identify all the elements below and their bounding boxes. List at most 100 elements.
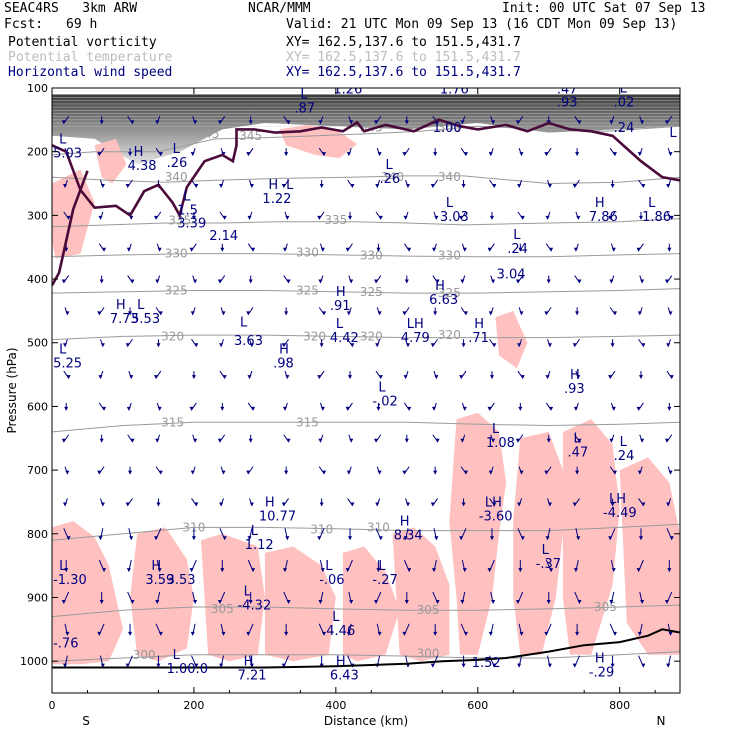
org-label: NCAR/MMM xyxy=(248,1,311,16)
wind-arrow-head xyxy=(544,631,549,636)
x-axis-title: Distance (km) xyxy=(324,714,408,728)
theta-label-320: 320 xyxy=(161,329,184,343)
wind-arrow-head xyxy=(519,631,524,636)
wind-arrow-head xyxy=(62,502,67,507)
wind-arrow-head xyxy=(282,247,287,252)
wind-arrow-head xyxy=(155,599,160,604)
wind-arrow-head xyxy=(247,375,252,380)
wind-arrow-head xyxy=(609,120,614,125)
hl-value: .26 xyxy=(380,172,401,187)
hl-value: 4.38 xyxy=(128,159,157,174)
wind-arrow-head xyxy=(573,247,578,252)
wind-arrow-head xyxy=(318,120,323,125)
hl-value: -.37 xyxy=(536,557,561,572)
wind-arrow-head xyxy=(669,215,674,220)
wind-arrow-head xyxy=(430,663,435,668)
wind-arrow-head xyxy=(345,247,350,252)
hl-letter: L xyxy=(173,142,181,157)
wind-arrow-head xyxy=(128,152,133,157)
wind-arrow-head xyxy=(434,375,439,380)
fcst-value: 69 h xyxy=(66,17,98,32)
wind-arrow-head xyxy=(641,502,646,507)
hl-value: -.02 xyxy=(372,395,397,410)
wind-arrow-head xyxy=(286,599,291,604)
x-end-label-right: N xyxy=(657,714,666,728)
axes: 100 200 300 400 500 600 700 800 900 1000 0 200 400 60… xyxy=(5,82,681,728)
wind-arrow-head xyxy=(284,470,289,475)
valid-label: Valid: 21 UTC Mon 09 Sep 13 (16 CDT Mon … xyxy=(286,17,678,32)
hl-letter: L xyxy=(173,648,181,663)
theta-contour-340 xyxy=(52,175,680,185)
wind-arrow-head xyxy=(221,631,226,636)
wind-arrow-head xyxy=(193,438,198,443)
hl-value: -3.60 xyxy=(479,509,513,524)
theta-label-330: 330 xyxy=(165,247,188,261)
wind-arrow-head xyxy=(102,247,107,252)
wind-arrow-head xyxy=(246,152,251,157)
wind-arrow-head xyxy=(247,215,252,220)
wind-arrow-head xyxy=(129,375,134,380)
wind-arrow-head xyxy=(544,311,549,316)
hl-value: 1.52 xyxy=(472,656,501,671)
wind-arrow-head xyxy=(488,470,493,475)
wind-arrow-head xyxy=(492,502,497,507)
hl-value: 4.42 xyxy=(330,331,359,346)
wind-arrow-head xyxy=(126,247,131,252)
wind-arrow-head xyxy=(281,663,286,668)
wind-arrow-head xyxy=(126,406,131,411)
wind-arrow-head xyxy=(348,375,353,380)
wind-arrow-head xyxy=(350,184,355,189)
wind-arrow-head xyxy=(573,406,578,411)
wind-arrow-head xyxy=(285,536,290,541)
wind-arrow-head xyxy=(348,215,353,220)
field-theta-xy: XY= 162.5,137.6 to 151.5,431.7 xyxy=(286,50,521,65)
wind-arrow-head xyxy=(349,120,354,125)
hl-letter: L xyxy=(648,196,656,211)
wind-arrow-head xyxy=(222,375,227,380)
wind-arrow-head xyxy=(156,663,161,668)
wind-arrow-head xyxy=(100,343,105,348)
y-tick-label: 300 xyxy=(27,209,48,222)
wind-arrow-head xyxy=(463,470,468,475)
y-tick-label: 900 xyxy=(27,591,48,604)
theta-label-330: 330 xyxy=(296,245,319,259)
wind-arrow-head xyxy=(487,247,492,252)
wind-arrow-head xyxy=(545,215,550,220)
wind-arrow-head xyxy=(65,311,70,316)
wind-shading-7 xyxy=(264,546,336,662)
wind-arrow-head xyxy=(66,375,71,380)
wind-arrow-head xyxy=(193,279,198,284)
wind-arrow-head xyxy=(433,152,438,157)
wind-arrow-head xyxy=(406,184,411,189)
wind-arrow-head xyxy=(489,215,494,220)
wind-arrow-head xyxy=(349,438,354,443)
wind-arrow-head xyxy=(125,663,130,668)
wind-arrow-head xyxy=(99,279,104,284)
wind-arrow-head xyxy=(217,599,222,604)
wind-arrow-head xyxy=(461,343,466,348)
wind-arrow-head xyxy=(492,343,497,348)
wind-arrow-head xyxy=(402,152,407,157)
wind-arrow-head xyxy=(190,152,195,157)
hl-value: 5.03 xyxy=(53,146,82,161)
wind-arrow-head xyxy=(378,375,383,380)
model-label: SEAC4RS 3km ARW xyxy=(4,1,138,16)
wind-arrow-head xyxy=(572,343,577,348)
wind-arrow-head xyxy=(488,311,493,316)
wind-arrow-head xyxy=(219,502,224,507)
hl-value: -.76 xyxy=(53,637,78,652)
wind-arrow-head xyxy=(609,438,614,443)
wind-arrow-head xyxy=(222,536,227,541)
wind-arrow-head xyxy=(349,279,354,284)
wind-arrow-head xyxy=(547,502,552,507)
wind-arrow-head xyxy=(610,343,615,348)
wind-arrow-head xyxy=(125,502,130,507)
theta-label-340: 340 xyxy=(438,170,461,184)
wind-arrow-head xyxy=(281,343,286,348)
theta-label-325: 325 xyxy=(165,284,188,298)
theta-label-320: 320 xyxy=(303,329,326,343)
hl-letter: L xyxy=(59,132,67,147)
wind-arrow-head xyxy=(318,438,323,443)
wind-arrow-head xyxy=(666,184,671,189)
